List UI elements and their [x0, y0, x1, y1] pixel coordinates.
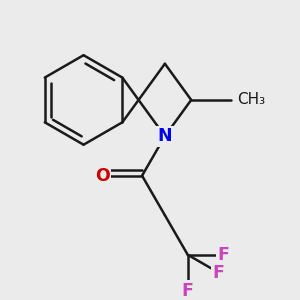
Text: CH₃: CH₃ [237, 92, 266, 107]
Text: O: O [95, 167, 110, 185]
Text: F: F [213, 264, 225, 282]
Text: F: F [218, 246, 230, 264]
Text: N: N [158, 127, 172, 145]
Text: F: F [182, 282, 194, 300]
